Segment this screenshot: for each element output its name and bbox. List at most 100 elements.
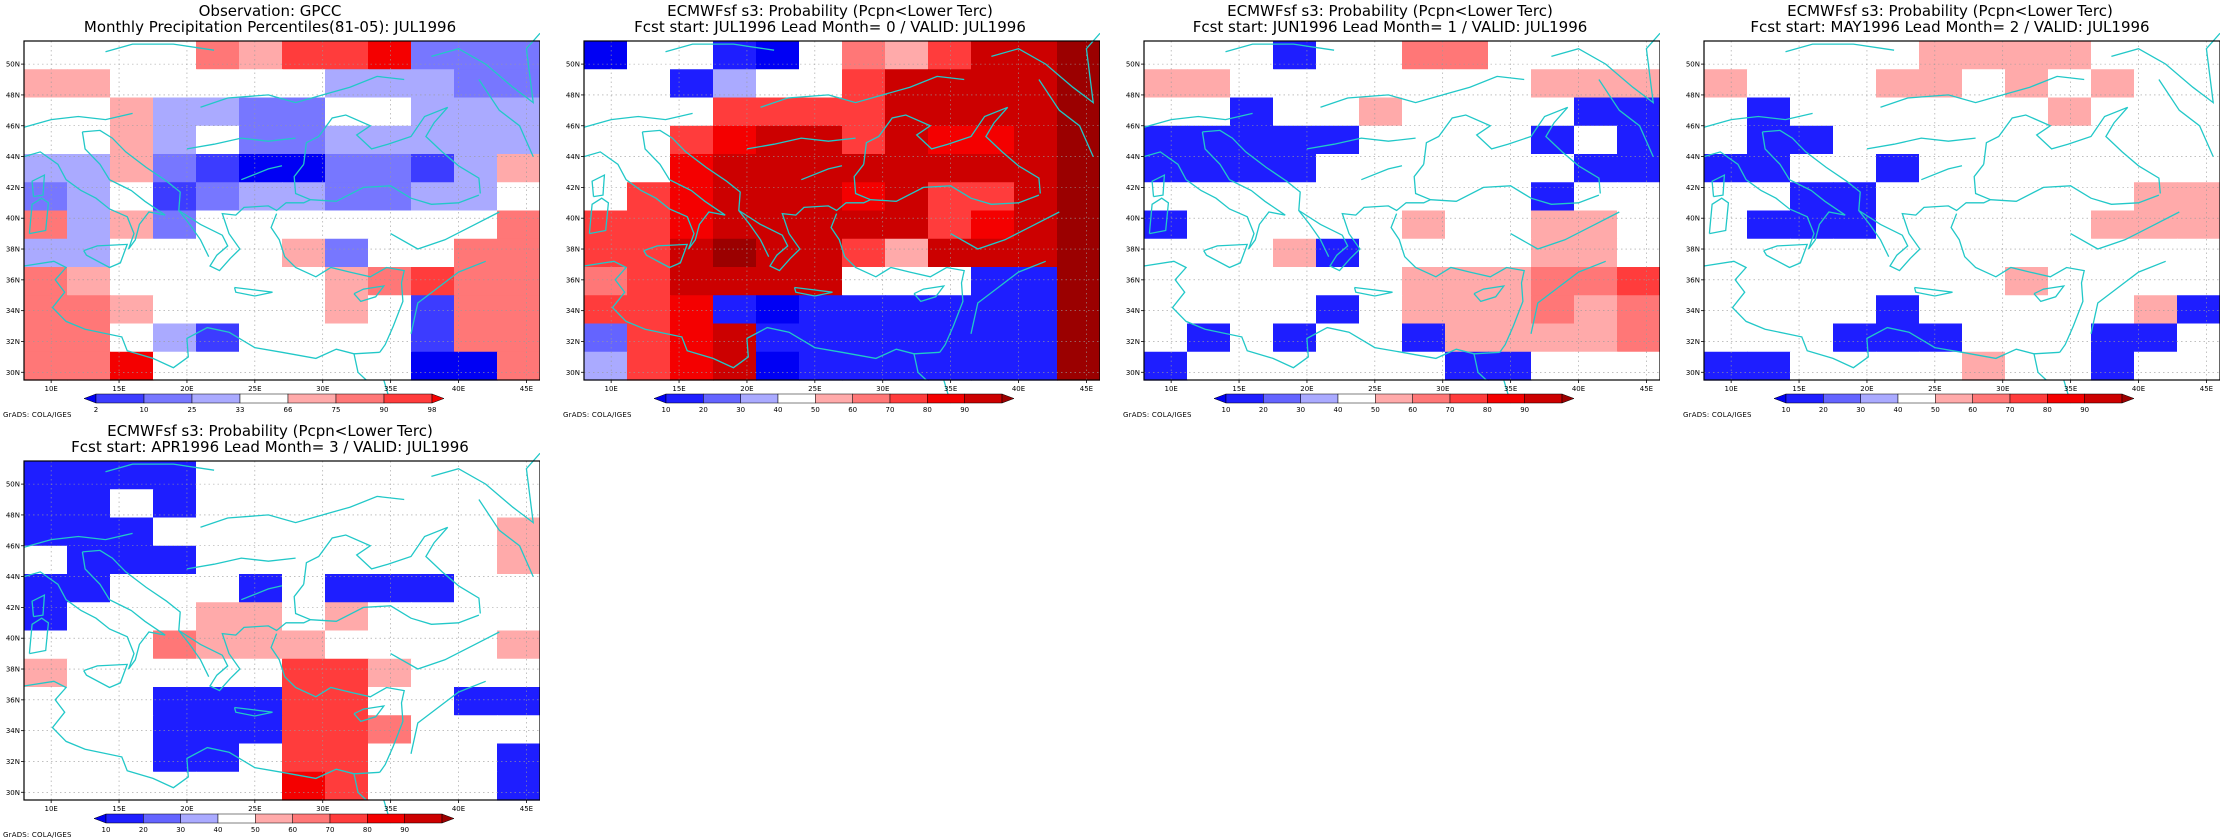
coastline <box>23 260 380 369</box>
coastline <box>1423 106 1601 194</box>
coastline <box>241 585 283 601</box>
grid-cell <box>1014 97 1058 127</box>
grid-cell <box>110 602 154 632</box>
grid-cell <box>1057 182 1100 212</box>
grid-cell <box>239 687 283 716</box>
grid-cell <box>1488 154 1532 183</box>
grid-cell <box>842 69 886 99</box>
coastline <box>2158 79 2214 157</box>
grid-cell <box>928 41 972 70</box>
grid-cell <box>239 715 283 745</box>
colorbar-label: 40 <box>1894 406 1903 414</box>
grid-cell <box>454 517 498 547</box>
colorbar-label: 75 <box>332 406 341 414</box>
grid-cell <box>1230 125 1274 155</box>
grid-cell <box>368 210 412 240</box>
grid-cell <box>110 154 154 183</box>
grid-cell <box>1704 295 1748 325</box>
coastline <box>760 75 965 108</box>
coastline <box>431 452 540 525</box>
lat-label: 32N <box>1686 338 1700 346</box>
grid-cell <box>1790 238 1834 268</box>
grid-cell <box>368 658 412 688</box>
grid-cell <box>713 267 757 296</box>
grid-cell <box>497 351 540 381</box>
lon-label: 40E <box>1572 385 1585 393</box>
coastline <box>1510 211 1620 250</box>
coastline <box>31 594 46 618</box>
colorbar-label: 10 <box>102 826 111 834</box>
grid-cell <box>411 771 455 801</box>
colorbar-label: 20 <box>1819 406 1828 414</box>
grads-credit: GrADS: COLA/IGES <box>1683 411 1752 419</box>
colorbar-arrow-right <box>441 813 455 824</box>
coastline <box>186 557 296 570</box>
grid-cell <box>497 182 540 212</box>
grid-cell <box>713 154 757 183</box>
grid-cell <box>196 267 240 296</box>
coastline <box>23 131 166 250</box>
coastline <box>793 286 833 297</box>
grid-cell <box>110 489 154 519</box>
colorbar-label: 10 <box>662 406 671 414</box>
grid-cell <box>1488 97 1532 127</box>
grid-cell <box>971 97 1015 127</box>
coastline <box>1148 197 1170 235</box>
coastline <box>738 199 871 272</box>
colorbar-label: 40 <box>774 406 783 414</box>
grid-cell <box>1574 267 1618 296</box>
grid-cell <box>756 69 800 99</box>
grid-cell <box>971 238 1015 268</box>
grid-cell <box>2134 351 2178 381</box>
coastline <box>642 129 770 257</box>
grid-cell <box>497 545 540 575</box>
lon-label: 30E <box>1996 385 2009 393</box>
grid-cell <box>1057 69 1100 99</box>
grid-cell <box>239 267 283 296</box>
grid-cell <box>1014 154 1058 183</box>
colorbar-label: 60 <box>288 826 297 834</box>
coastline <box>1473 285 1506 303</box>
grid-cell <box>497 267 540 296</box>
grid-cell <box>1014 295 1058 325</box>
grid-cell <box>1617 182 1660 212</box>
grid-cell <box>1187 125 1231 155</box>
grid-cell <box>1876 41 1920 70</box>
lat-label: 44N <box>6 153 20 161</box>
grid-cell <box>885 210 929 240</box>
grid-cell <box>24 574 68 603</box>
grid-cell <box>799 267 843 296</box>
grid-cell <box>799 295 843 325</box>
lon-label: 25E <box>1928 385 1941 393</box>
colorbar-box <box>777 393 816 404</box>
grid-cell <box>2005 210 2049 240</box>
lon-label: 20E <box>1860 385 1873 393</box>
grid-cell <box>584 69 628 99</box>
grid-cell <box>153 545 197 575</box>
grid-cell <box>67 210 111 240</box>
grid-cell <box>282 210 326 240</box>
grid-cell <box>1014 323 1058 353</box>
grid-cell <box>1617 210 1660 240</box>
lon-label: 10E <box>1724 385 1737 393</box>
coastline <box>1143 112 1253 128</box>
grid-cell <box>1187 351 1231 381</box>
grid-cell <box>497 687 540 716</box>
grid-cell <box>368 351 412 381</box>
grid-cell <box>67 743 111 773</box>
colorbar-box <box>964 393 1003 404</box>
grid-cell <box>1187 238 1231 268</box>
coastline <box>353 353 367 381</box>
lat-label: 38N <box>6 246 20 254</box>
grid-cell <box>1445 295 1489 325</box>
grid-cell <box>497 489 540 519</box>
grid-cell <box>842 97 886 127</box>
grid-cell <box>627 69 671 99</box>
lat-label: 40N <box>6 215 20 223</box>
grid-cell <box>325 630 369 660</box>
coastline <box>31 174 46 198</box>
grid-cell <box>627 182 671 212</box>
grid-cell <box>1617 125 1660 155</box>
colorbar-label: 90 <box>400 826 409 834</box>
grid-cell <box>2048 238 2092 268</box>
